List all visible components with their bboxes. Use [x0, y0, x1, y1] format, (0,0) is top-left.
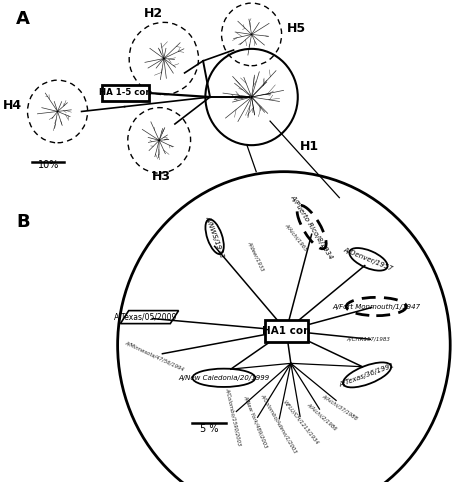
Text: HA 1-5 con: HA 1-5 con	[100, 88, 152, 98]
Text: A/Aichi/1965: A/Aichi/1965	[284, 222, 309, 252]
Text: A/Fort Monmouth/1/1947: A/Fort Monmouth/1/1947	[332, 303, 420, 310]
Text: B: B	[16, 213, 29, 230]
Text: H4: H4	[3, 99, 22, 112]
Text: A: A	[16, 10, 30, 28]
Text: A/Puerto Rico/8/1934: A/Puerto Rico/8/1934	[289, 194, 334, 260]
Text: A/Colombo/1590/2003: A/Colombo/1590/2003	[225, 387, 242, 446]
Text: A/Colombo/Adeno/1/2003: A/Colombo/Adeno/1/2003	[260, 393, 299, 454]
Text: H5: H5	[287, 22, 306, 35]
Text: HA1 con: HA1 con	[262, 326, 310, 336]
FancyBboxPatch shape	[102, 85, 149, 101]
Text: A/Aichi/37/1988: A/Aichi/37/1988	[320, 393, 358, 421]
Text: H1: H1	[300, 140, 319, 153]
Text: A/Minnesota/47/56/1994: A/Minnesota/47/56/1994	[124, 340, 185, 371]
Text: A/Aichi/2/1986: A/Aichi/2/1986	[306, 401, 338, 431]
Text: A/New Caledonia/20/1999: A/New Caledonia/20/1999	[178, 375, 270, 381]
Text: A/CHR157/1983: A/CHR157/1983	[346, 337, 391, 342]
Text: A/NWS/1933: A/NWS/1933	[204, 215, 225, 258]
Text: A/New York/489/2003: A/New York/489/2003	[243, 394, 269, 448]
Text: A/Texas/05/2009: A/Texas/05/2009	[114, 313, 177, 322]
Text: H2: H2	[144, 7, 163, 20]
Text: A/Denver/1957: A/Denver/1957	[343, 247, 394, 272]
Text: WFLU/CH/1213/1934: WFLU/CH/1213/1934	[282, 399, 320, 445]
Text: A/Texas/36/1991: A/Texas/36/1991	[338, 362, 396, 388]
Text: A/deer/1933: A/deer/1933	[247, 240, 265, 272]
Text: 10%: 10%	[37, 160, 59, 170]
Text: H3: H3	[152, 170, 171, 184]
Text: 5 %: 5 %	[200, 424, 219, 434]
FancyBboxPatch shape	[265, 320, 308, 341]
